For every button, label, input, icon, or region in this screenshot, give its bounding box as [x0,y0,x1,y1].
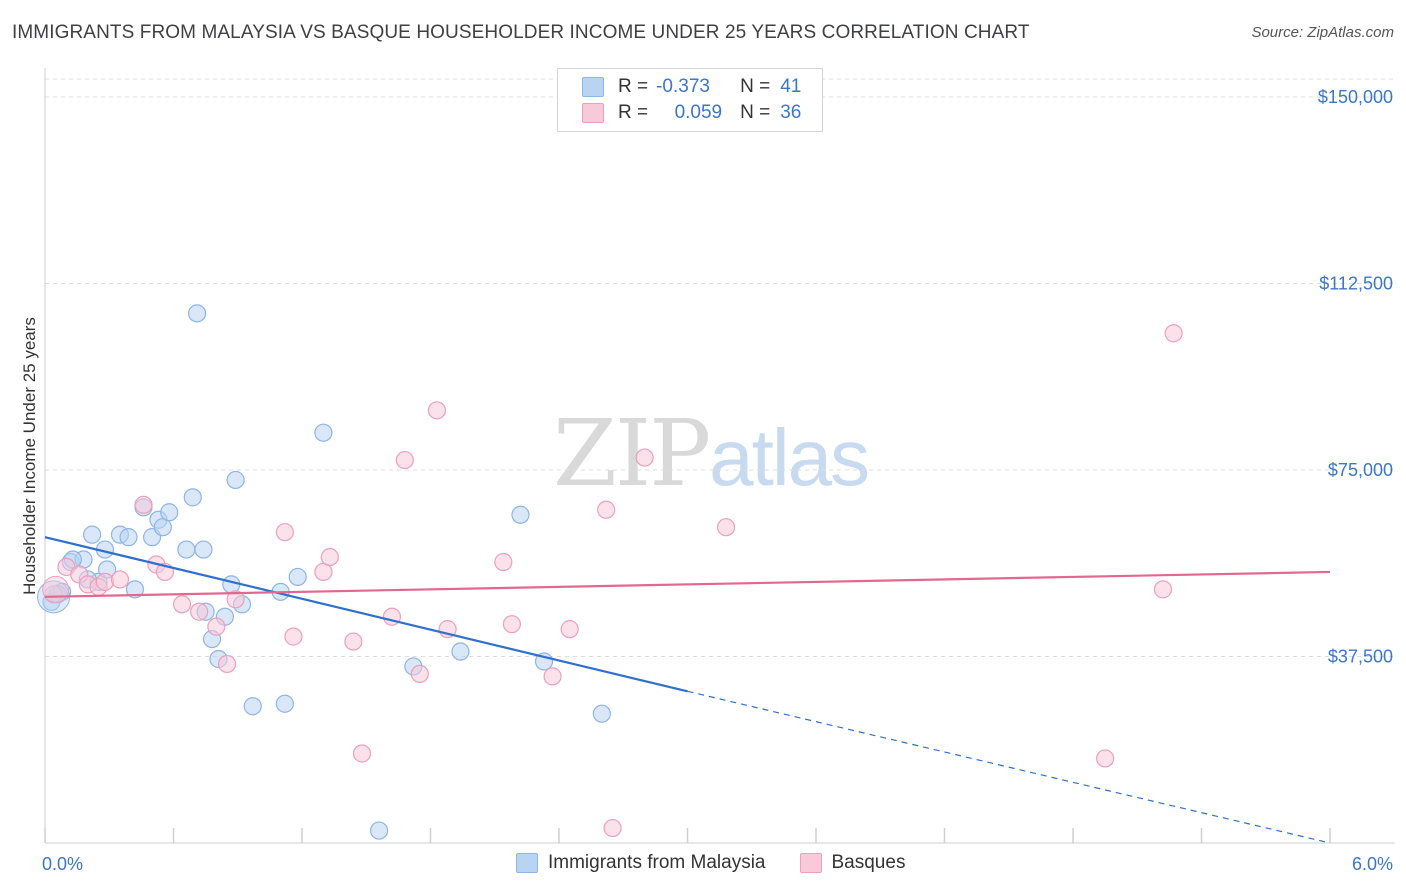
point-basques [716,518,736,537]
legend-n-value: 36 [780,102,802,123]
bottom-legend-swatch-basques [799,853,822,873]
point-basques [494,552,513,572]
point-basques [207,617,226,636]
legend-n-value: 41 [780,76,802,97]
bottom-legend-swatch-malaysia [516,853,538,873]
point-basques [427,401,447,420]
chart-title: IMMIGRANTS FROM MALAYSIA VS BASQUE HOUSE… [12,22,1030,43]
point-malaysia [119,528,138,547]
point-malaysia [451,642,470,661]
point-basques [110,570,130,589]
point-basques [597,500,616,519]
x-tick-label: 0.0% [42,854,83,874]
point-basques [172,595,192,614]
point-basques [560,620,579,639]
watermark: ZIPatlas [553,400,870,507]
point-basques [284,627,303,646]
source-label: Source: ZipAtlas.com [1251,24,1394,41]
point-basques [226,590,245,609]
point-malaysia [370,821,389,840]
point-basques [502,615,521,634]
point-malaysia [288,567,307,587]
point-basques [395,450,414,470]
watermark-atlas: atlas [709,413,870,502]
y-tick-label: $150,000 [1318,87,1393,107]
point-basques [344,632,363,651]
point-basques [320,547,339,567]
point-basques [44,585,63,604]
point-malaysia [83,525,102,544]
bottom-legend-label-basques: Basques [831,852,906,873]
point-basques [352,744,372,763]
point-malaysia [243,697,262,716]
legend-row-basques: R = 0.059 N = 36 [582,101,801,125]
trend-line-malaysia [44,536,688,693]
point-basques [190,602,209,621]
legend-swatch-basques [582,103,604,123]
legend-r-label: R = [618,76,649,97]
legend: R = -0.373 N = 41 R = 0.059 N = 36 [557,68,823,132]
point-malaysia [125,580,145,599]
legend-swatch-malaysia [582,77,604,97]
bottom-legend: Immigrants from Malaysia Basques [516,852,939,874]
point-basques [1096,749,1115,768]
point-basques [603,818,622,838]
trend-line-malaysia-extension [687,690,1331,844]
point-malaysia [314,423,333,442]
point-basques [635,448,654,467]
point-malaysia [187,304,207,323]
y-tick-label: $75,000 [1328,460,1393,480]
point-malaysia [275,694,294,713]
legend-r-label: R = [618,102,649,123]
point-basques [1153,580,1173,599]
bottom-legend-item-basques: Basques [799,852,906,874]
point-cluster-basques [42,575,70,603]
y-tick-label: $112,500 [1319,274,1393,294]
legend-n-label: N = [740,76,771,97]
point-basques [134,495,153,514]
y-axis-title: Householder Income Under 25 years [20,317,39,595]
point-basques [1164,324,1183,343]
point-basques [217,654,237,674]
point-malaysia [177,540,196,559]
point-malaysia [160,503,179,522]
legend-r-value: 0.059 [674,102,723,123]
legend-row-malaysia: R = -0.373 N = 41 [582,75,801,99]
legend-r-value: -0.373 [656,76,710,97]
trend-line-basques [44,570,1331,598]
point-basques [410,664,429,684]
bottom-legend-label-malaysia: Immigrants from Malaysia [548,852,766,873]
watermark-zip: ZIP [553,400,711,507]
bottom-legend-item-malaysia: Immigrants from Malaysia [516,852,766,874]
x-tick-label: 6.0% [1352,854,1393,874]
point-malaysia [194,540,213,559]
legend-n-label: N = [740,102,771,123]
point-malaysia [183,488,202,507]
point-basques [95,572,115,592]
point-basques [543,667,562,686]
y-tick-label: $37,500 [1328,647,1393,667]
point-malaysia [226,470,245,490]
point-basques [275,523,294,542]
point-malaysia [511,505,530,524]
point-malaysia [592,704,611,723]
